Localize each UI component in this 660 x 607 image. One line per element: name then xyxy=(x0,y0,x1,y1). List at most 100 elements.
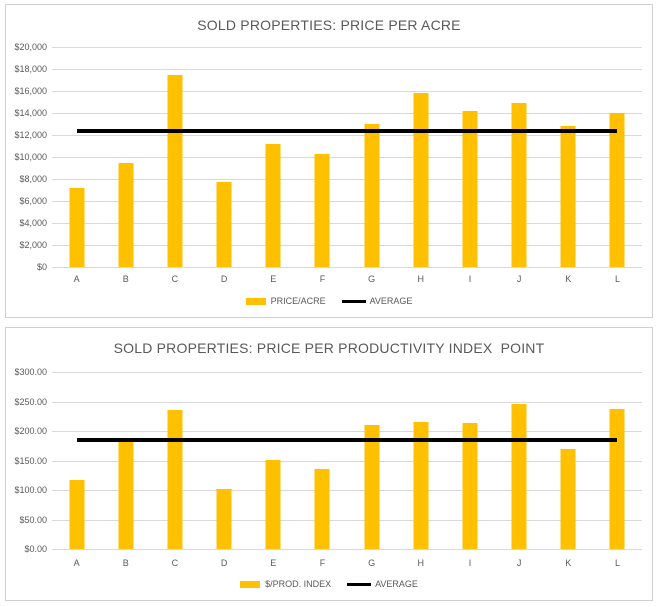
chart-panel-price-per-prod-index: SOLD PROPERTIES: PRICE PER PRODUCTIVITY … xyxy=(5,327,653,601)
y-tick-label: $150.00 xyxy=(14,455,47,466)
bar-slot xyxy=(445,47,494,267)
bar-slot xyxy=(249,47,298,267)
bar-slot xyxy=(200,372,249,549)
y-tick-label: $300.00 xyxy=(14,367,47,377)
bar-L xyxy=(609,113,625,267)
bar-C xyxy=(167,409,183,549)
x-category-label: D xyxy=(220,558,228,568)
x-category-label: E xyxy=(270,274,277,284)
bar-H xyxy=(413,421,429,549)
average-line xyxy=(76,437,618,442)
x-category-label: K xyxy=(565,558,572,568)
plot-area xyxy=(52,47,642,268)
y-tick-label: $0 xyxy=(36,262,47,272)
bar-series-swatch-icon xyxy=(240,580,261,588)
bar-slot xyxy=(544,372,593,549)
x-category-label: G xyxy=(368,274,376,284)
bar-K xyxy=(560,126,576,267)
y-tick-label: $8,000 xyxy=(19,174,47,184)
chart-body: $20,000 $18,000 $16,000 $14,000 $12,000 $10,0… xyxy=(14,42,642,272)
bar-slot xyxy=(593,372,642,549)
gridline xyxy=(52,549,642,550)
bar-series xyxy=(52,47,642,267)
chart-title: SOLD PROPERTIES: PRICE PER PRODUCTIVITY … xyxy=(113,340,545,356)
bar-E xyxy=(265,143,281,267)
bar-slot xyxy=(396,47,445,267)
y-tick-label: $50.00 xyxy=(19,514,47,525)
y-tick-label: $14,000 xyxy=(14,108,47,118)
bar-I xyxy=(462,422,478,549)
x-category-label: C xyxy=(171,274,179,284)
bar-slot xyxy=(101,47,150,267)
chart-panel-price-per-acre: SOLD PROPERTIES: PRICE PER ACRE $20,000 $… xyxy=(5,4,653,318)
x-category-label: L xyxy=(614,274,620,284)
x-category-label: H xyxy=(417,274,425,284)
bar-series-swatch-icon xyxy=(245,297,266,305)
x-category-label: B xyxy=(122,274,129,284)
y-tick-label: $4,000 xyxy=(19,218,47,228)
y-tick-label: $0.00 xyxy=(24,544,47,554)
y-tick-label: $100.00 xyxy=(14,485,47,495)
bar-slot xyxy=(396,372,445,549)
bar-slot xyxy=(200,47,249,267)
x-category-label: G xyxy=(368,558,376,568)
bar-slot xyxy=(150,372,199,549)
legend: PRICE/ACRE AVERAGE xyxy=(6,296,652,306)
bar-F xyxy=(314,469,330,549)
bar-slot xyxy=(495,47,544,267)
y-tick-label: $250.00 xyxy=(14,396,47,407)
bar-slot xyxy=(593,47,642,267)
x-category-label: C xyxy=(171,558,179,568)
bar-A xyxy=(69,187,85,267)
x-category-label: I xyxy=(468,274,472,284)
y-axis-labels: $300.00 $250.00 $200.00 $150.00 $100.00 $50.0… xyxy=(14,367,52,554)
x-category-label: F xyxy=(319,274,326,284)
bar-H xyxy=(413,93,429,267)
gridline xyxy=(52,431,642,432)
average-line xyxy=(76,128,618,133)
x-category-label: K xyxy=(565,274,572,284)
bar-slot xyxy=(347,372,396,549)
gridline xyxy=(52,401,642,403)
gridline xyxy=(52,157,642,158)
bar-slot xyxy=(101,372,150,549)
bar-I xyxy=(462,110,478,267)
gridline xyxy=(52,267,642,268)
gridline xyxy=(52,245,642,246)
bar-series-label: $/PROD. INDEX xyxy=(265,579,332,589)
bar-series xyxy=(52,372,642,549)
chart-title: SOLD PROPERTIES: PRICE PER ACRE xyxy=(197,17,461,33)
bar-slot xyxy=(298,372,347,549)
gridline xyxy=(52,519,642,521)
y-tick-label: $6,000 xyxy=(19,196,47,206)
chart-body: $300.00 $250.00 $200.00 $150.00 $100.00 $50.0… xyxy=(14,367,642,554)
gridline xyxy=(52,223,642,224)
bar-J xyxy=(511,103,527,267)
legend: $/PROD. INDEX AVERAGE xyxy=(6,579,652,589)
gridline xyxy=(52,47,642,48)
gridline xyxy=(52,490,642,491)
bar-A xyxy=(69,479,85,549)
bar-G xyxy=(364,424,380,549)
bar-E xyxy=(265,459,281,549)
y-tick-label: $18,000 xyxy=(14,64,47,74)
y-axis-labels: $20,000 $18,000 $16,000 $14,000 $12,000 $10,0… xyxy=(14,42,52,272)
x-category-label: F xyxy=(319,558,326,568)
y-tick-label: $200.00 xyxy=(14,426,47,436)
gridline xyxy=(52,372,642,373)
bar-slot xyxy=(52,47,101,267)
bar-slot xyxy=(52,372,101,549)
bar-slot xyxy=(495,372,544,549)
average-series-label: AVERAGE xyxy=(375,579,418,589)
x-category-label: J xyxy=(516,558,522,568)
bar-slot xyxy=(249,372,298,549)
x-axis-labels: A B C D E F G H I J K L xyxy=(52,274,642,284)
x-category-label: J xyxy=(516,274,522,284)
x-axis-labels: A B C D E F G H I J K L xyxy=(52,558,642,568)
gridline xyxy=(52,91,642,92)
x-category-label: L xyxy=(614,558,620,568)
bar-J xyxy=(511,404,527,549)
x-category-label: D xyxy=(220,274,228,284)
average-line-swatch-icon xyxy=(347,582,372,586)
